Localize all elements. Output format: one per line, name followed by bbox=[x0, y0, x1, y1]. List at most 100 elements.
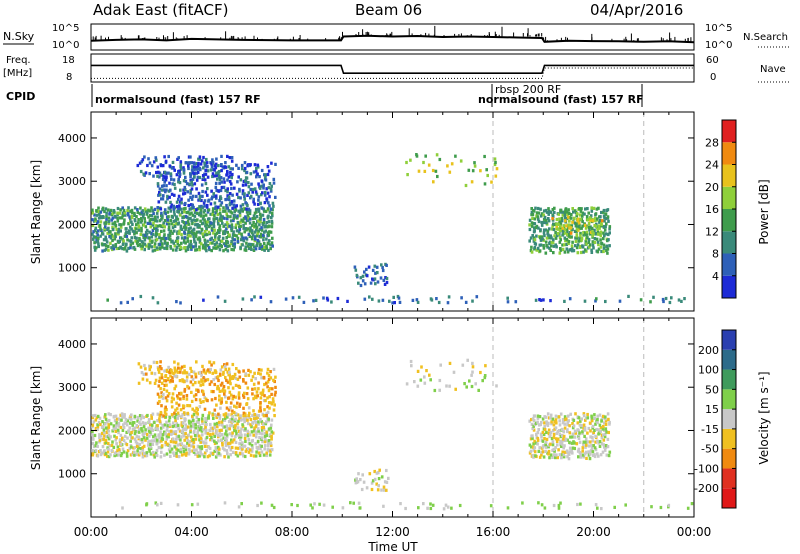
range-cell bbox=[429, 378, 432, 382]
range-cell bbox=[171, 225, 175, 230]
range-cell bbox=[542, 209, 546, 213]
range-cell bbox=[540, 235, 544, 239]
range-cell bbox=[232, 410, 236, 415]
range-cell bbox=[216, 453, 219, 457]
range-cell bbox=[226, 230, 229, 235]
range-cell bbox=[245, 415, 248, 419]
range-cell bbox=[595, 207, 599, 211]
range-cell bbox=[237, 433, 240, 437]
range-cell bbox=[224, 188, 227, 193]
range-cell bbox=[150, 214, 154, 218]
range-cell bbox=[177, 366, 180, 370]
range-cell bbox=[261, 213, 265, 217]
range-cell bbox=[242, 236, 245, 240]
range-cell bbox=[596, 240, 600, 244]
colorbar-tick-label: 16 bbox=[705, 203, 719, 216]
range-cell bbox=[200, 374, 203, 378]
range-cell bbox=[583, 434, 586, 438]
range-cell bbox=[587, 237, 591, 242]
nave-tick-bottom: 0 bbox=[710, 72, 716, 83]
range-cell bbox=[158, 246, 162, 250]
range-cell bbox=[566, 230, 569, 234]
range-cell bbox=[270, 216, 273, 220]
range-cell bbox=[238, 214, 242, 218]
range-cell bbox=[429, 506, 433, 511]
range-cell bbox=[129, 246, 132, 250]
range-cell bbox=[121, 415, 124, 419]
range-cell bbox=[144, 367, 147, 371]
range-cell bbox=[131, 222, 134, 226]
range-cell bbox=[190, 168, 194, 172]
range-cell bbox=[198, 240, 202, 244]
range-cell bbox=[167, 236, 170, 240]
range-cell bbox=[230, 413, 233, 417]
range-cell bbox=[153, 207, 157, 211]
range-cell bbox=[194, 381, 197, 385]
range-cell bbox=[171, 182, 174, 186]
range-cell bbox=[175, 245, 179, 249]
range-cell bbox=[375, 471, 379, 475]
range-cell bbox=[196, 502, 200, 506]
range-cell bbox=[148, 364, 151, 368]
range-cell bbox=[550, 437, 554, 441]
range-cell bbox=[567, 240, 571, 244]
range-cell bbox=[237, 230, 241, 234]
range-cell bbox=[152, 453, 156, 457]
range-cell bbox=[373, 469, 376, 474]
range-cell bbox=[175, 401, 178, 405]
range-cell bbox=[227, 367, 231, 371]
range-cell bbox=[573, 429, 577, 433]
range-cell bbox=[161, 177, 165, 181]
range-cell bbox=[199, 400, 203, 404]
range-cell bbox=[238, 375, 242, 379]
range-cell bbox=[163, 379, 166, 383]
range-cell bbox=[209, 451, 213, 455]
range-cell bbox=[191, 222, 194, 226]
range-cell bbox=[555, 222, 558, 226]
range-cell bbox=[269, 449, 272, 453]
range-cell bbox=[532, 236, 536, 240]
range-cell bbox=[108, 444, 111, 448]
range-cell bbox=[144, 421, 147, 425]
range-cell bbox=[232, 248, 235, 252]
range-cell bbox=[161, 223, 165, 227]
range-cell bbox=[201, 232, 204, 236]
range-cell bbox=[215, 429, 218, 433]
range-cell bbox=[239, 438, 242, 442]
range-cell bbox=[196, 428, 200, 432]
range-cell bbox=[109, 236, 113, 240]
range-cell bbox=[575, 236, 579, 240]
range-cell bbox=[198, 197, 202, 201]
range-cell bbox=[570, 244, 574, 248]
range-cell bbox=[171, 379, 174, 383]
range-cell bbox=[192, 413, 196, 417]
range-cell bbox=[190, 247, 193, 251]
range-cell bbox=[168, 234, 172, 238]
range-cell bbox=[258, 227, 262, 231]
range-cell bbox=[220, 428, 223, 432]
range-cell bbox=[249, 187, 252, 192]
range-cell bbox=[249, 163, 252, 167]
range-cell bbox=[213, 228, 216, 232]
range-cell bbox=[128, 231, 131, 235]
colorbar-segment bbox=[722, 369, 736, 390]
range-cell bbox=[601, 450, 605, 454]
range-cell bbox=[222, 372, 225, 376]
range-cell bbox=[599, 429, 602, 433]
range-cell bbox=[540, 220, 543, 225]
range-cell bbox=[547, 452, 550, 456]
range-cell bbox=[532, 442, 535, 446]
range-cell bbox=[530, 245, 533, 249]
range-cell bbox=[140, 216, 143, 221]
range-cell bbox=[588, 421, 592, 425]
range-cell bbox=[179, 213, 182, 217]
range-cell bbox=[322, 296, 325, 300]
range-cell bbox=[113, 220, 117, 224]
range-cell bbox=[111, 211, 115, 215]
range-cell bbox=[265, 197, 268, 201]
range-cell bbox=[172, 430, 176, 434]
range-cell bbox=[135, 231, 138, 235]
range-cell bbox=[190, 369, 193, 373]
range-cell bbox=[602, 249, 605, 254]
